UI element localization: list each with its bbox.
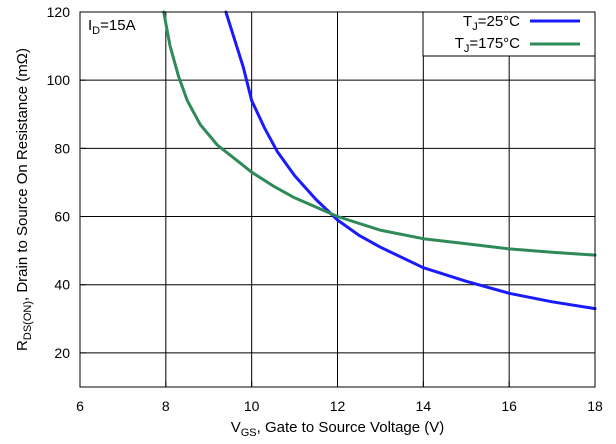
y-tick-label: 100 [47, 72, 71, 88]
y-axis-label: RDS(ON), Drain to Source On Resistance (… [14, 48, 34, 351]
x-tick-label: 10 [244, 398, 260, 414]
y-tick-label: 80 [54, 140, 70, 156]
legend-box [422, 11, 596, 57]
legend-label-tj-175: TJ=175°C [455, 35, 520, 55]
current-annotation: ID=15A [88, 17, 136, 37]
tick-labels: 6 8 10 12 14 16 18 20 40 60 80 100 120 [47, 4, 603, 414]
y-tick-label: 20 [54, 345, 70, 361]
series-line-tj-25 [224, 10, 597, 311]
grid-lines [80, 12, 595, 387]
series-layer [162, 10, 597, 311]
x-axis-label: VGS, Gate to Source Voltage (V) [231, 419, 445, 439]
x-tick-label: 12 [330, 398, 346, 414]
y-tick-label: 60 [54, 209, 70, 225]
y-tick-label: 120 [47, 4, 71, 20]
x-tick-label: 6 [76, 398, 84, 414]
y-tick-label: 40 [54, 277, 70, 293]
x-tick-label: 8 [162, 398, 170, 414]
series-line-tj-175 [162, 10, 597, 257]
x-tick-label: 18 [587, 398, 603, 414]
legend: TJ=25°C TJ=175°C [422, 11, 596, 57]
x-tick-label: 14 [416, 398, 432, 414]
x-tick-label: 16 [501, 398, 517, 414]
legend-label-tj-25: TJ=25°C [463, 13, 520, 33]
